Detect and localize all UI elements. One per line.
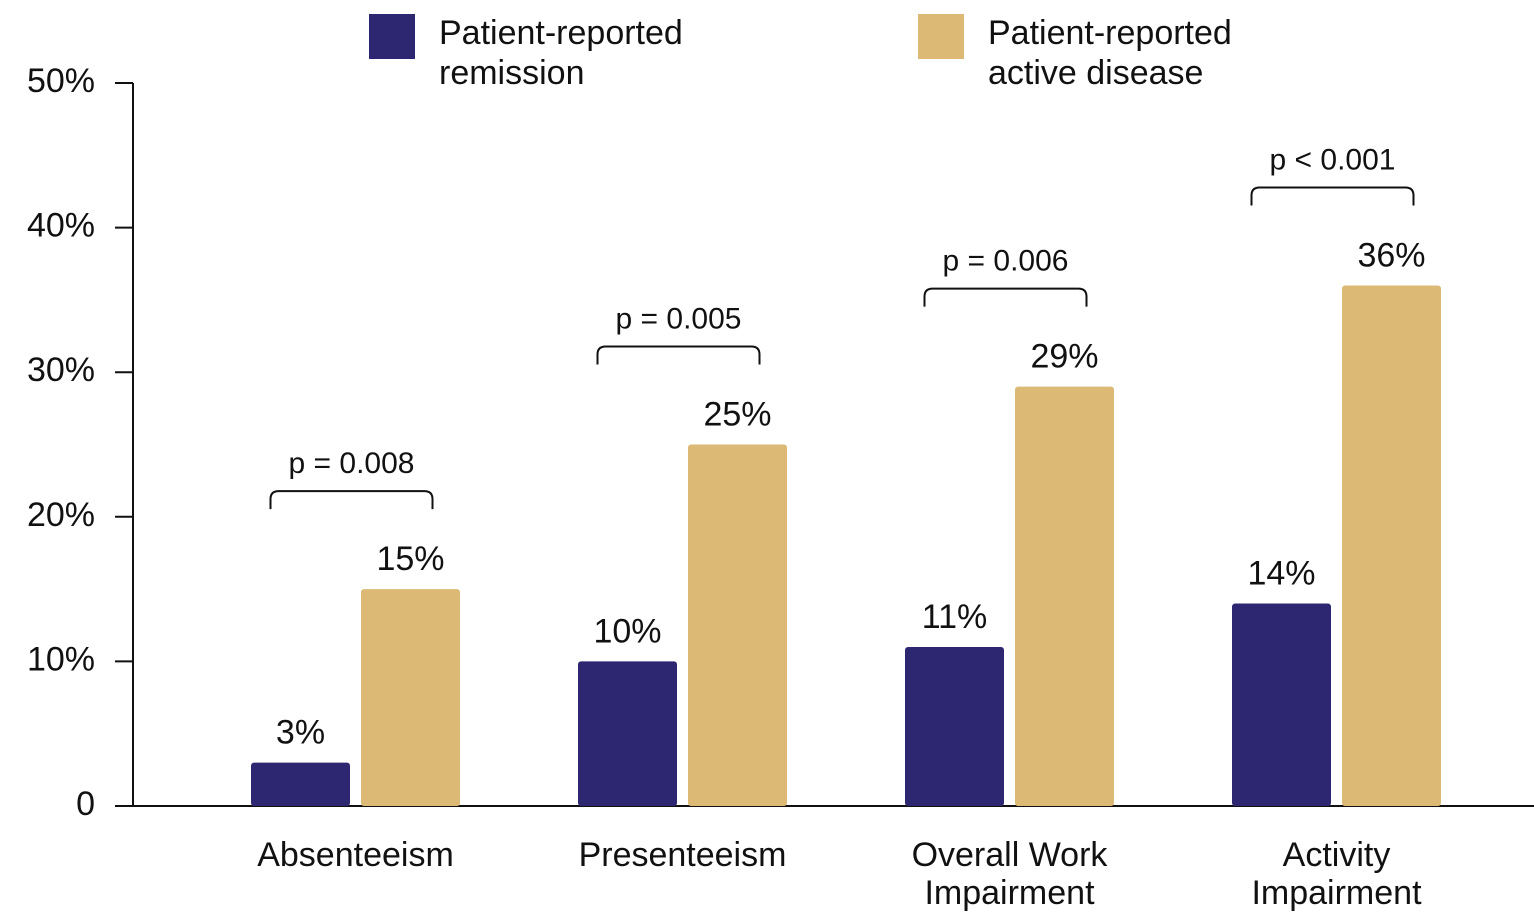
bar <box>578 661 677 806</box>
data-label: 29% <box>1030 338 1098 376</box>
bracket <box>1250 186 1415 206</box>
y-tick-label: 40% <box>27 207 95 245</box>
annotation: p = 0.008 <box>289 447 415 480</box>
data-label: 11% <box>922 598 988 636</box>
legend-label: Patient-reported active disease <box>988 14 1232 92</box>
bar <box>688 444 787 806</box>
legend-swatch <box>918 14 964 59</box>
data-label: 14% <box>1247 555 1315 593</box>
x-tick-label: Overall Work Impairment <box>912 836 1109 912</box>
bracket <box>269 490 434 510</box>
annotation: p < 0.001 <box>1270 143 1396 176</box>
bar <box>1342 285 1441 806</box>
x-tick-label: Absenteeism <box>257 836 454 874</box>
y-tick-label: 10% <box>27 640 95 678</box>
data-label: 3% <box>276 714 325 752</box>
bar <box>1232 603 1331 806</box>
y-tick-label: 50% <box>27 62 95 100</box>
data-label: 10% <box>593 612 661 650</box>
bar <box>905 646 1004 806</box>
legend-label: Patient-reported remission <box>439 14 683 92</box>
bracket <box>923 287 1088 307</box>
data-label: 25% <box>703 395 771 433</box>
bracket <box>596 345 761 365</box>
annotation: p = 0.006 <box>943 245 1069 278</box>
data-label: 36% <box>1357 236 1425 274</box>
legend-swatch <box>369 14 415 59</box>
x-tick-label: Presenteeism <box>579 836 787 874</box>
bar <box>1015 386 1114 806</box>
annotation: p = 0.005 <box>616 302 742 335</box>
y-tick-label: 0 <box>76 785 95 823</box>
bar <box>251 762 350 806</box>
bar <box>361 589 460 806</box>
data-label: 15% <box>376 540 444 578</box>
y-tick-label: 20% <box>27 496 95 534</box>
y-tick-label: 30% <box>27 351 95 389</box>
x-tick-label: Activity Impairment <box>1251 836 1422 912</box>
